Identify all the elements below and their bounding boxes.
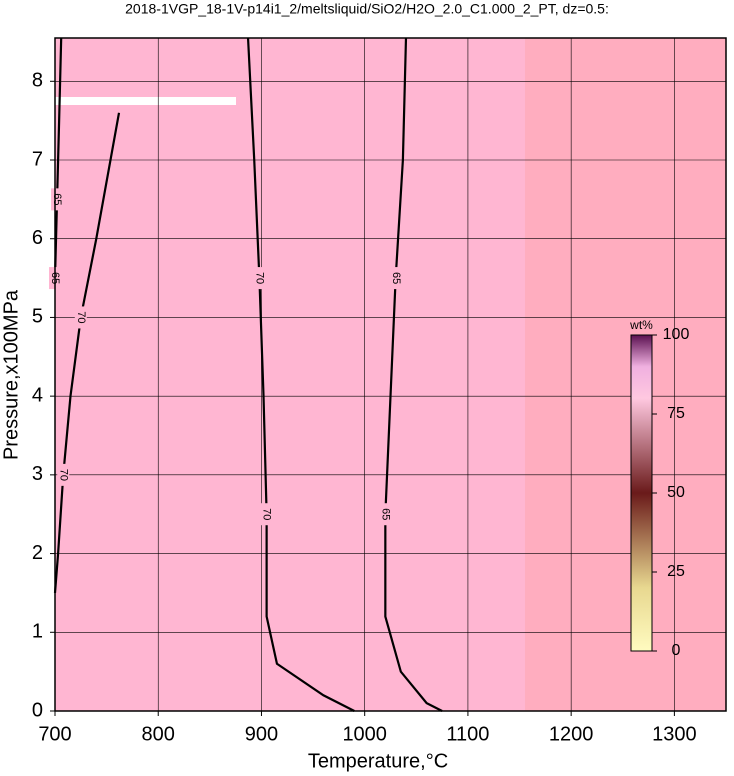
x-tick-label: 1300 [652, 723, 697, 745]
contour-label: 70 [253, 272, 265, 284]
colorbar-tick-label: 75 [667, 405, 685, 422]
colorbar-tick-label: 0 [672, 642, 681, 659]
y-tick-label: 1 [32, 621, 43, 643]
contour-line [53, 112, 121, 594]
y-tick-label: 3 [32, 463, 43, 485]
contour-label-bg [74, 306, 87, 329]
colorbar-tick-label: 50 [667, 484, 685, 501]
contour-label: 65 [379, 508, 391, 520]
contour-label: 70 [75, 311, 87, 323]
x-tick-label: 1100 [446, 723, 489, 745]
contour-label: 70 [57, 469, 69, 481]
white-band [55, 97, 236, 105]
y-tick-label: 4 [32, 384, 43, 406]
colorbar-label: wt% [629, 318, 653, 332]
contour-label-bg [379, 503, 392, 526]
x-tick-label: 700 [38, 723, 71, 745]
y-tick-label: 8 [32, 70, 43, 92]
x-tick-label: 1200 [549, 723, 594, 745]
contour-label-bg [253, 267, 266, 290]
contour-label-bg [57, 463, 70, 486]
y-tick-label: 5 [32, 306, 43, 328]
y-tick-label: 0 [32, 699, 43, 721]
contour-label-bg [51, 188, 64, 211]
chart-title: 2018-1VGP_18-1V-p14i1_2/meltsliquid/SiO2… [125, 1, 609, 17]
y-axis-label: Pressure,x100MPa [0, 289, 22, 460]
colorbar-tick-label: 100 [663, 326, 690, 343]
contour-label-bg [389, 267, 402, 290]
colorbar-tick-label: 25 [667, 563, 685, 580]
plot-background-right [525, 38, 726, 711]
contour-label: 70 [261, 508, 273, 520]
x-tick-label: 800 [142, 723, 175, 745]
x-tick-label: 1000 [342, 723, 387, 745]
y-tick-label: 7 [32, 148, 43, 170]
contour-label: 65 [51, 193, 63, 205]
contour-label: 65 [390, 272, 402, 284]
y-tick-label: 2 [32, 542, 43, 564]
contour-label-bg [260, 503, 273, 526]
y-tick-label: 6 [32, 227, 43, 249]
plot-frame [54, 37, 727, 712]
x-tick-label: 900 [245, 723, 278, 745]
x-axis-label: Temperature,°C [308, 750, 448, 772]
colorbar [630, 334, 653, 652]
